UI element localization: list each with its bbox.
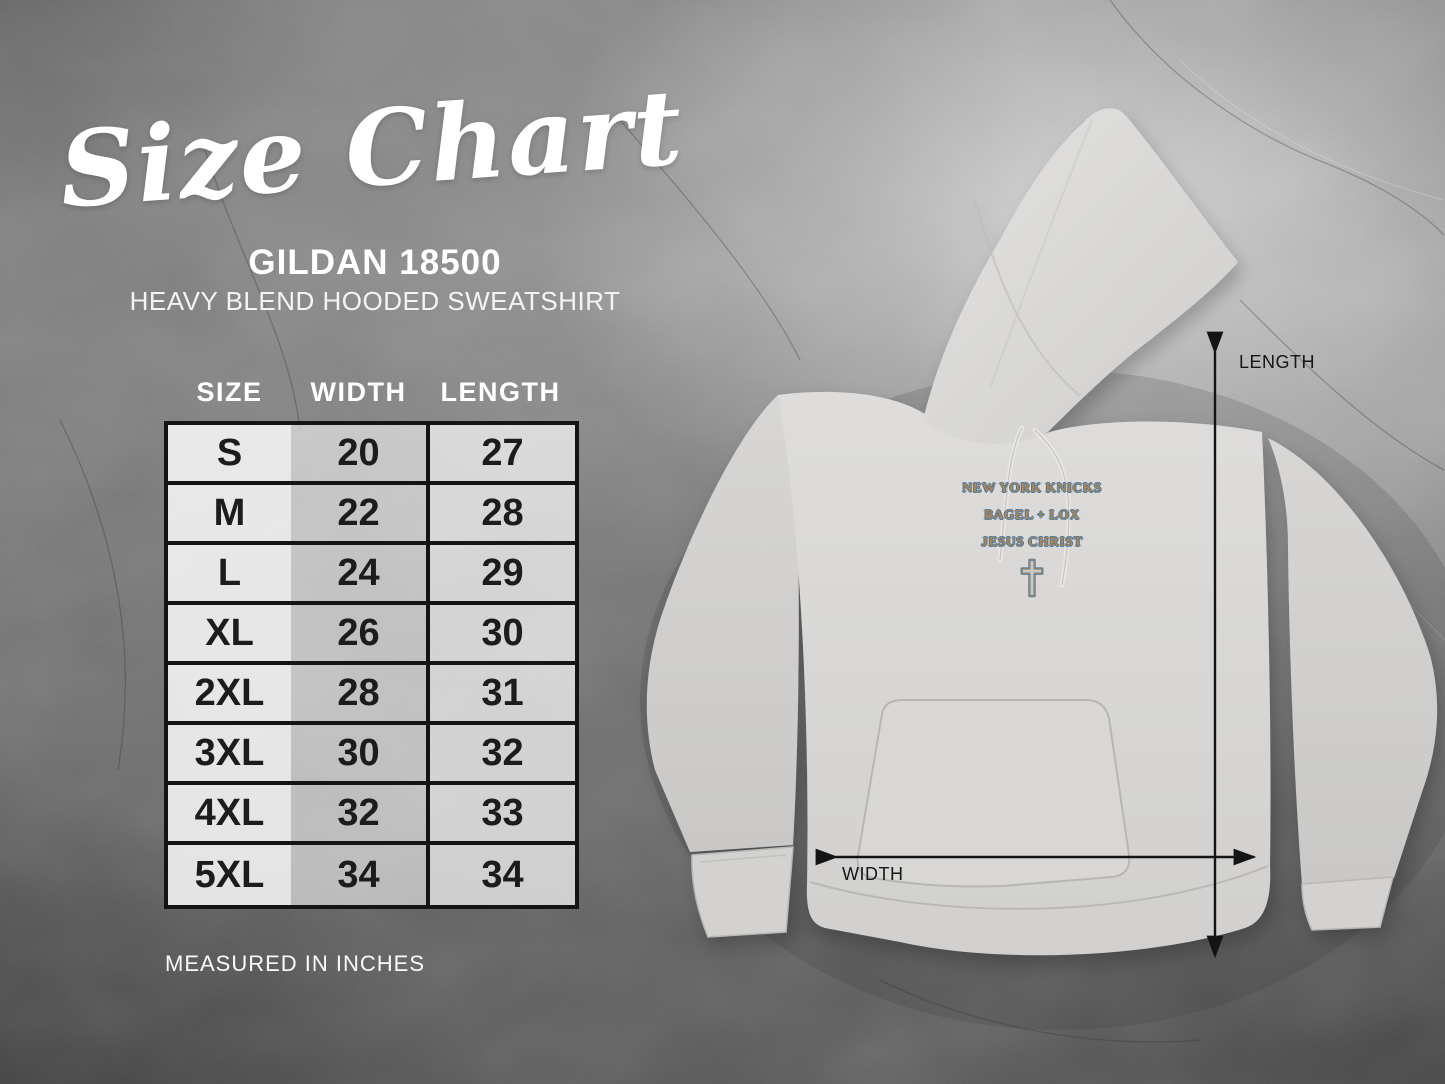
print-line-2: BAGEL + LOX [984, 507, 1080, 522]
table-row: 20 [291, 425, 426, 485]
table-row: 4XL [168, 785, 291, 845]
table-row: 29 [426, 545, 575, 605]
left-cuff [691, 846, 794, 938]
hood-crease-2 [989, 119, 1093, 389]
table-header-row: SIZE WIDTH LENGTH [168, 374, 575, 410]
hood-crease [974, 199, 1081, 397]
table-row: 26 [291, 605, 426, 665]
drawstring-edges [999, 427, 1070, 586]
table-header-size: SIZE [196, 376, 263, 407]
table-row: XL [168, 605, 291, 665]
size-table: S 20 27 M 22 28 L 24 29 XL 26 30 2XL 28 … [164, 421, 579, 909]
kangaroo-pocket [856, 699, 1131, 888]
crack-lines [59, 0, 1445, 1043]
hood [923, 108, 1238, 444]
table-row: 2XL [168, 665, 291, 725]
chest-print: NEW YORK KNICKS BAGEL + LOX JESUS CHRIST [942, 474, 1122, 603]
table-row: 28 [426, 485, 575, 545]
table-header-length: LENGTH [440, 376, 561, 407]
table-row: 32 [426, 725, 575, 785]
width-label: WIDTH [842, 864, 904, 884]
print-line-3: JESUS CHRIST [981, 534, 1083, 549]
left-sleeve [646, 395, 799, 852]
table-row: 33 [426, 785, 575, 845]
table-row: 34 [426, 845, 575, 905]
measurement-note: MEASURED IN INCHES [165, 951, 426, 976]
table-row: L [168, 545, 291, 605]
length-label: LENGTH [1239, 352, 1316, 372]
product-subtitle: HEAVY BLEND HOODED SWEATSHIRT [129, 286, 621, 316]
product-name: GILDAN 18500 [248, 243, 502, 282]
table-row: S [168, 425, 291, 485]
table-row: 28 [291, 665, 426, 725]
table-row: 5XL [168, 845, 291, 905]
table-row: 31 [426, 665, 575, 725]
table-row: 30 [426, 605, 575, 665]
cross-icon [942, 558, 1122, 603]
table-row: 24 [291, 545, 426, 605]
table-row: 34 [291, 845, 426, 905]
hoodie-mockup [646, 108, 1438, 956]
table-row: 27 [426, 425, 575, 485]
table-header-width: WIDTH [310, 376, 407, 407]
table-row: 32 [291, 785, 426, 845]
table-row: 30 [291, 725, 426, 785]
table-row: 22 [291, 485, 426, 545]
right-sleeve [1268, 438, 1438, 884]
right-cuff [1301, 876, 1394, 931]
table-row: 3XL [168, 725, 291, 785]
table-row: M [168, 485, 291, 545]
print-line-1: NEW YORK KNICKS [962, 480, 1102, 495]
